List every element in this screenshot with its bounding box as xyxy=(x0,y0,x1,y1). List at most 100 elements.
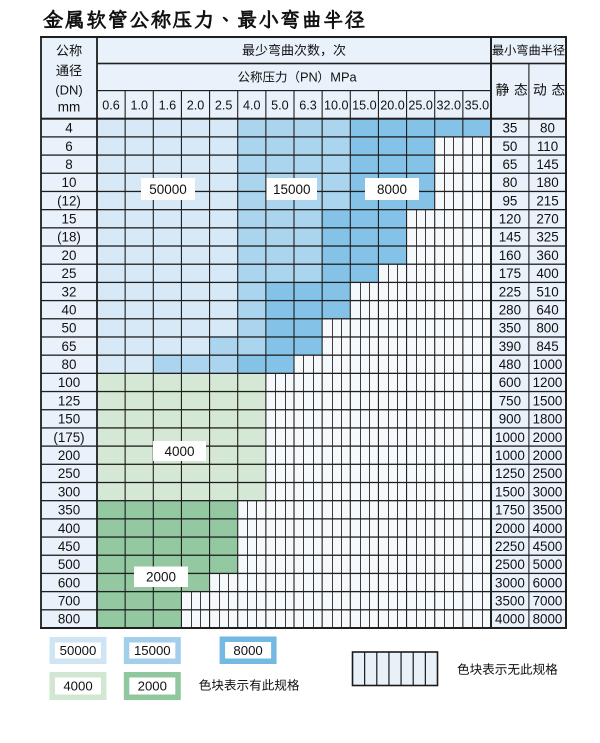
svg-text:1500: 1500 xyxy=(533,393,563,408)
svg-text:325: 325 xyxy=(536,230,558,245)
svg-text:350: 350 xyxy=(58,503,80,518)
svg-text:225: 225 xyxy=(499,284,521,299)
svg-text:4.0: 4.0 xyxy=(243,98,261,112)
svg-text:845: 845 xyxy=(536,339,558,354)
svg-text:3500: 3500 xyxy=(495,594,525,609)
svg-text:(DN): (DN) xyxy=(55,82,82,97)
svg-text:8000: 8000 xyxy=(377,182,407,197)
svg-text:15: 15 xyxy=(62,212,77,227)
svg-text:390: 390 xyxy=(499,339,521,354)
svg-text:35: 35 xyxy=(502,121,517,136)
svg-text:35.0: 35.0 xyxy=(465,98,490,112)
svg-text:100: 100 xyxy=(58,375,80,390)
svg-text:800: 800 xyxy=(58,612,80,627)
svg-text:15000: 15000 xyxy=(273,182,311,197)
svg-text:2500: 2500 xyxy=(495,557,525,572)
svg-text:6: 6 xyxy=(65,139,72,154)
svg-text:110: 110 xyxy=(537,139,558,154)
svg-text:800: 800 xyxy=(536,321,558,336)
svg-text:2000: 2000 xyxy=(495,521,525,536)
svg-text:450: 450 xyxy=(58,539,80,554)
svg-text:95: 95 xyxy=(502,193,517,208)
svg-text:65: 65 xyxy=(62,339,77,354)
svg-text:PN: PN xyxy=(300,70,318,85)
svg-text:175: 175 xyxy=(499,266,521,281)
svg-text:1250: 1250 xyxy=(495,466,525,481)
svg-text:250: 250 xyxy=(58,466,80,481)
svg-text:4500: 4500 xyxy=(533,539,563,554)
svg-text:MPa: MPa xyxy=(330,70,357,85)
svg-text:32: 32 xyxy=(62,284,77,299)
svg-text:1000: 1000 xyxy=(533,357,563,372)
svg-text:1000: 1000 xyxy=(495,448,525,463)
svg-text:50000: 50000 xyxy=(149,182,187,197)
svg-text:600: 600 xyxy=(499,375,521,390)
svg-text:600: 600 xyxy=(58,575,80,590)
svg-text:4000: 4000 xyxy=(495,612,525,627)
svg-text:4000: 4000 xyxy=(63,679,92,694)
svg-text:25: 25 xyxy=(62,266,77,281)
svg-text:280: 280 xyxy=(499,302,521,317)
svg-text:300: 300 xyxy=(58,484,80,499)
svg-text:32.0: 32.0 xyxy=(437,98,462,112)
svg-text:1.6: 1.6 xyxy=(159,98,177,112)
svg-text:15000: 15000 xyxy=(134,643,171,658)
svg-text:120: 120 xyxy=(499,212,521,227)
svg-text:10: 10 xyxy=(62,175,77,190)
svg-text:2.5: 2.5 xyxy=(215,98,233,112)
svg-text:7000: 7000 xyxy=(533,594,563,609)
svg-text:3500: 3500 xyxy=(533,503,563,518)
svg-text:1200: 1200 xyxy=(533,375,563,390)
svg-text:145: 145 xyxy=(536,157,558,172)
svg-text:1800: 1800 xyxy=(533,412,563,427)
svg-text:750: 750 xyxy=(499,393,521,408)
svg-text:15.0: 15.0 xyxy=(352,98,377,112)
svg-text:2000: 2000 xyxy=(138,679,167,694)
svg-text:5000: 5000 xyxy=(533,557,563,572)
svg-text:1000: 1000 xyxy=(495,430,525,445)
svg-text:80: 80 xyxy=(502,175,517,190)
svg-text:150: 150 xyxy=(58,412,80,427)
svg-text:mm: mm xyxy=(58,99,81,114)
svg-text:4: 4 xyxy=(65,121,73,136)
svg-text:6.3: 6.3 xyxy=(299,98,317,112)
svg-text:480: 480 xyxy=(499,357,521,372)
svg-text:270: 270 xyxy=(536,212,558,227)
svg-text:2000: 2000 xyxy=(146,570,176,585)
svg-text:900: 900 xyxy=(499,412,521,427)
svg-text:360: 360 xyxy=(536,248,558,263)
svg-text:2.0: 2.0 xyxy=(187,98,205,112)
svg-text:50: 50 xyxy=(502,139,517,154)
svg-text:400: 400 xyxy=(536,266,558,281)
svg-text:(175): (175) xyxy=(53,430,84,445)
svg-text:6000: 6000 xyxy=(533,575,563,590)
svg-text:(18): (18) xyxy=(57,230,81,245)
svg-text:2000: 2000 xyxy=(533,448,563,463)
svg-text:2250: 2250 xyxy=(495,539,525,554)
svg-text:8000: 8000 xyxy=(233,643,262,658)
svg-text:180: 180 xyxy=(536,175,558,190)
svg-text:1750: 1750 xyxy=(495,503,525,518)
svg-text:3000: 3000 xyxy=(495,575,525,590)
svg-text:0.6: 0.6 xyxy=(102,98,120,112)
svg-text:350: 350 xyxy=(499,321,521,336)
svg-text:125: 125 xyxy=(58,393,80,408)
svg-text:40: 40 xyxy=(62,302,77,317)
svg-text:500: 500 xyxy=(58,557,80,572)
svg-text:20: 20 xyxy=(62,248,77,263)
svg-text:400: 400 xyxy=(58,521,80,536)
svg-text:2500: 2500 xyxy=(533,466,563,481)
svg-text:3000: 3000 xyxy=(533,484,563,499)
svg-text:160: 160 xyxy=(499,248,521,263)
svg-text:510: 510 xyxy=(536,284,558,299)
svg-text:1500: 1500 xyxy=(495,484,525,499)
svg-text:8000: 8000 xyxy=(533,612,563,627)
svg-text:50: 50 xyxy=(62,321,77,336)
svg-text:(12): (12) xyxy=(57,193,81,208)
svg-text:215: 215 xyxy=(536,193,558,208)
svg-text:65: 65 xyxy=(502,157,517,172)
svg-text:200: 200 xyxy=(58,448,80,463)
svg-text:50000: 50000 xyxy=(60,643,97,658)
svg-text:25.0: 25.0 xyxy=(408,98,433,112)
svg-text:80: 80 xyxy=(540,121,555,136)
